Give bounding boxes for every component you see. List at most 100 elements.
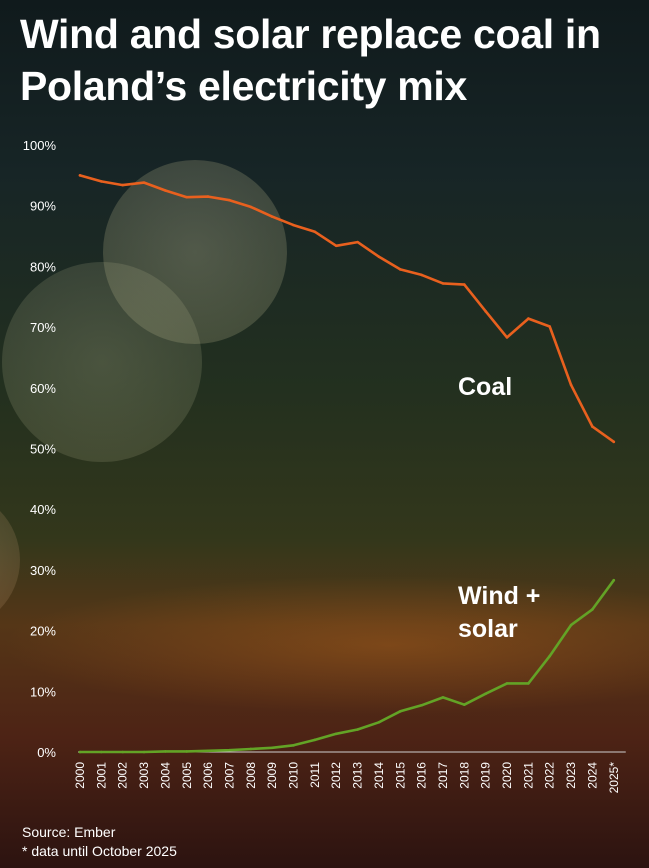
- wind-solar-series-line: [78, 578, 616, 754]
- y-tick-label-10: 100%: [23, 138, 57, 153]
- y-tick-label-4: 40%: [30, 502, 56, 517]
- wind-solar-point-2020: [505, 682, 509, 685]
- x-tick-label-2020: 2020: [500, 762, 514, 789]
- coal-point-2010: [292, 223, 295, 227]
- x-tick-label-2009: 2009: [265, 762, 279, 789]
- wind-solar-point-2009: [270, 746, 274, 750]
- coal-point-2013: [356, 240, 359, 244]
- wind-solar-point-2004: [164, 750, 167, 753]
- coal-point-2009: [270, 215, 274, 218]
- wind-solar-point-2010: [292, 744, 295, 747]
- x-tick-label-2014: 2014: [372, 762, 386, 789]
- wind-solar-point-2002: [121, 750, 124, 754]
- wind-solar-point-2012: [334, 732, 338, 736]
- wind-solar-point-2015: [398, 710, 402, 713]
- wind-solar-point-2008: [249, 747, 253, 751]
- wind-solar-point-2019: [484, 692, 487, 696]
- x-tick-label-2024: 2024: [585, 762, 599, 789]
- coal-series-line: [78, 174, 616, 444]
- wind-solar-point-2025: [612, 578, 616, 582]
- coal-point-2016: [420, 273, 423, 277]
- x-tick-label-2022: 2022: [543, 762, 557, 789]
- x-tick-label-2001: 2001: [94, 762, 108, 789]
- wind-solar-point-2014: [377, 720, 381, 724]
- x-tick-label-2003: 2003: [137, 762, 151, 789]
- coal-point-2017: [441, 282, 445, 285]
- y-tick-label-2: 20%: [30, 624, 56, 639]
- wind-solar-point-2001: [100, 750, 103, 754]
- x-tick-label-2000: 2000: [73, 762, 87, 789]
- coal-point-2007: [228, 198, 231, 202]
- coal-point-2001: [100, 180, 103, 183]
- y-tick-label-7: 70%: [30, 320, 56, 335]
- x-tick-label-2016: 2016: [415, 762, 429, 789]
- y-tick-label-9: 90%: [30, 199, 56, 214]
- x-tick-label-2007: 2007: [222, 762, 236, 789]
- wind-solar-point-2016: [420, 703, 423, 707]
- coal-point-2024: [591, 425, 594, 428]
- x-tick-label-2011: 2011: [308, 762, 322, 788]
- wind-solar-series-label-0: Wind +: [458, 582, 540, 610]
- x-tick-label-2018: 2018: [457, 762, 471, 789]
- y-tick-label-8: 80%: [30, 259, 56, 274]
- x-tick-label-2015: 2015: [393, 762, 407, 789]
- x-tick-label-2013: 2013: [351, 762, 365, 789]
- wind-solar-point-2000: [78, 750, 82, 754]
- coal-point-2012: [334, 244, 338, 248]
- x-tick-label-2012: 2012: [329, 762, 343, 789]
- wind-solar-point-2006: [206, 749, 210, 753]
- chart-title: Wind and solar replace coal in Poland’s …: [20, 11, 601, 109]
- data-footnote: * data until October 2025: [22, 843, 177, 859]
- chart-footer: Source: Ember * data until October 2025: [22, 823, 177, 861]
- coal-point-2008: [249, 205, 253, 209]
- coal-point-2018: [463, 283, 466, 286]
- x-tick-label-2017: 2017: [436, 762, 450, 789]
- wind-solar-point-2018: [463, 703, 466, 706]
- coal-point-2019: [484, 310, 487, 313]
- source-note: Source: Ember: [22, 824, 116, 840]
- y-tick-label-5: 50%: [30, 442, 56, 457]
- x-tick-label-2025: 2025*: [607, 762, 621, 794]
- coal-point-2002: [121, 183, 124, 187]
- coal-point-2014: [377, 255, 381, 258]
- coal-point-2005: [185, 195, 189, 199]
- coal-point-2022: [548, 325, 551, 328]
- wind-solar-point-2011: [313, 738, 317, 742]
- x-tick-label-2006: 2006: [201, 762, 215, 789]
- wind-solar-point-2005: [185, 750, 189, 753]
- coal-point-2021: [527, 317, 530, 320]
- x-tick-label-2002: 2002: [116, 762, 130, 789]
- x-tick-label-2023: 2023: [564, 762, 578, 789]
- wind-solar-point-2003: [142, 750, 146, 754]
- x-tick-label-2008: 2008: [244, 762, 258, 789]
- coal-point-2023: [569, 383, 573, 387]
- x-tick-label-2005: 2005: [180, 762, 194, 789]
- y-tick-label-6: 60%: [30, 381, 56, 396]
- wind-solar-point-2023: [569, 623, 573, 627]
- x-tick-label-2019: 2019: [479, 762, 493, 789]
- wind-solar-point-2013: [356, 728, 359, 731]
- wind-solar-point-2024: [591, 608, 594, 611]
- wind-solar-point-2021: [527, 682, 530, 685]
- x-tick-label-2010: 2010: [287, 762, 301, 789]
- coal-point-2015: [398, 268, 402, 271]
- coal-point-2003: [142, 181, 146, 184]
- x-tick-label-2021: 2021: [521, 762, 535, 789]
- x-tick-label-2004: 2004: [158, 762, 172, 789]
- coal-series-label: Coal: [458, 373, 512, 401]
- wind-solar-point-2017: [441, 696, 445, 699]
- wind-solar-point-2007: [228, 748, 231, 752]
- wind-solar-point-2022: [548, 654, 551, 658]
- wind-solar-series-label-1: solar: [458, 615, 518, 643]
- coal-point-2006: [206, 195, 210, 198]
- coal-point-2020: [505, 336, 509, 339]
- coal-point-2000: [78, 174, 82, 177]
- coal-point-2011: [313, 230, 317, 234]
- y-tick-label-1: 10%: [30, 684, 56, 699]
- coal-point-2004: [164, 189, 167, 192]
- coal-point-2025: [612, 440, 616, 444]
- y-tick-label-3: 30%: [30, 563, 56, 578]
- y-tick-label-0: 0%: [37, 745, 56, 760]
